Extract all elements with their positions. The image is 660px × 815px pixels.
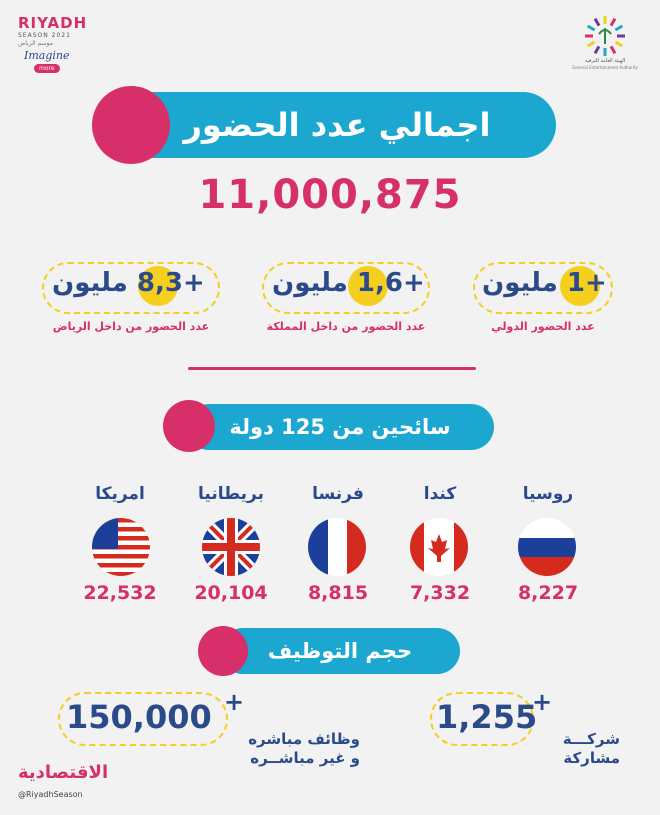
riyadh-season-logo: RIYADH SEASON 2021 موسم الرياض Imagine m… [18, 14, 98, 74]
jobs-pill [58, 692, 228, 746]
more-badge: more [34, 64, 60, 73]
gea-emblem-icon [585, 16, 625, 56]
country-name-usa: امريكا [95, 484, 145, 504]
jobs-label: وظائف مباشره و غير مباشــره [248, 730, 360, 767]
country-name-uk: بريطانيا [198, 484, 264, 504]
country-name-france: فرنسا [312, 484, 364, 504]
stat-international-label: عدد الحضور الدولي [491, 320, 595, 333]
companies-plus: + [532, 688, 553, 716]
companies-value: 1,255 [436, 698, 538, 736]
riyadh-word: RIYADH [18, 14, 88, 32]
country-count-france: 8,815 [307, 582, 369, 604]
employment-banner: حجم التوظيف [220, 628, 460, 674]
country-count-usa: 22,532 [83, 582, 157, 604]
stat-pill-kingdom [262, 262, 430, 314]
russia-flag-icon [518, 518, 576, 576]
country-count-canada: 7,332 [409, 582, 471, 604]
section-divider [188, 367, 476, 370]
france-flag-icon [308, 518, 366, 576]
attendance-title-banner: اجمالي عدد الحضور [118, 92, 556, 158]
stat-dot-riyadh [138, 266, 178, 306]
country-count-russia: 8,227 [517, 582, 579, 604]
companies-label: شركـــة مشاركة [562, 730, 620, 767]
total-attendance: 11,000,875 [198, 172, 462, 218]
season-word: SEASON 2021 [18, 32, 71, 39]
twitter-handle: @RiyadhSeason [18, 790, 83, 799]
season-arabic: موسم الرياض [18, 40, 53, 47]
stat-kingdom-value: +1,6 مليون [272, 268, 425, 298]
title-decor-circle [92, 86, 170, 164]
gea-logo: الهيئة العامة للترفيه General Entertainm… [570, 14, 640, 74]
stat-dot-international [560, 266, 600, 306]
canada-flag-icon [410, 518, 468, 576]
tourists-title: سائحين من 125 دولة [229, 415, 451, 439]
stat-kingdom-label: عدد الحضور من داخل المملكة [266, 320, 426, 333]
tourists-banner: سائحين من 125 دولة [186, 404, 494, 450]
stat-riyadh-value: +8,3 مليون [52, 268, 205, 298]
gea-arabic-name: الهيئة العامة للترفيه [584, 58, 626, 64]
country-name-russia: روسيا [522, 484, 574, 504]
employment-decor-circle [198, 626, 248, 676]
usa-flag-icon [92, 518, 150, 576]
jobs-value: 150,000 [66, 698, 212, 736]
tourists-decor-circle [163, 400, 215, 452]
stat-pill-riyadh [42, 262, 220, 314]
uk-flag-icon [202, 518, 260, 576]
country-name-canada: كندا [423, 484, 457, 504]
aleqt-logo: الاقتصادية [18, 762, 109, 783]
companies-pill [430, 692, 534, 746]
stat-international-value: +1 مليون [482, 268, 607, 298]
attendance-title: اجمالي عدد الحضور [183, 106, 491, 144]
stat-pill-international [473, 262, 613, 314]
stat-dot-kingdom [348, 266, 388, 306]
gea-english-name: General Entertainment Authority [572, 65, 638, 70]
employment-title: حجم التوظيف [267, 639, 413, 663]
imagine-word: Imagine [24, 49, 70, 62]
country-count-uk: 20,104 [194, 582, 268, 604]
jobs-plus: + [224, 688, 245, 716]
stat-riyadh-label: عدد الحضور من داخل الرياض [52, 320, 210, 333]
